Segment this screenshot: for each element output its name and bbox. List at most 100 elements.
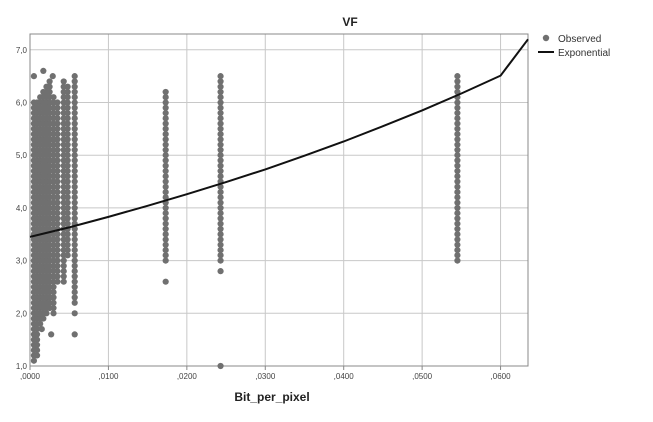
observed-points [30, 67, 461, 370]
observed-point [54, 231, 61, 238]
observed-point [30, 73, 38, 80]
x-tick-label: ,0400 [334, 372, 355, 381]
observed-point [54, 152, 61, 159]
observed-point [64, 152, 71, 159]
observed-point [54, 204, 61, 212]
observed-point [71, 125, 78, 132]
observed-point [46, 88, 53, 96]
plot-frame [29, 33, 529, 367]
observed-point [54, 178, 61, 185]
observed-point [217, 99, 224, 106]
observed-point [162, 131, 169, 138]
observed-point [71, 152, 78, 159]
observed-point [217, 152, 224, 159]
y-tick-label: 4,0 [16, 204, 28, 213]
observed-point [50, 299, 57, 306]
observed-point [50, 304, 57, 312]
observed-point [54, 120, 61, 127]
observed-point [162, 115, 169, 122]
observed-point [71, 241, 78, 248]
observed-point [71, 131, 78, 138]
chart-title: VF [342, 15, 357, 29]
observed-point [162, 125, 169, 132]
observed-point [64, 162, 71, 169]
observed-point [54, 183, 61, 190]
observed-point [64, 246, 71, 254]
observed-point [454, 83, 461, 90]
observed-point [64, 88, 71, 96]
observed-point [454, 125, 461, 132]
observed-point [162, 188, 169, 196]
observed-point [71, 146, 78, 154]
observed-point [64, 252, 71, 259]
observed-point [162, 220, 169, 227]
observed-point [71, 257, 78, 264]
observed-point [217, 199, 224, 206]
legend: Observed Exponential [538, 34, 610, 59]
observed-point [50, 289, 57, 296]
observed-point [71, 289, 78, 296]
observed-point [71, 331, 78, 338]
observed-point [71, 162, 78, 169]
observed-point [33, 347, 41, 354]
x-tick-label: ,0200 [177, 372, 198, 381]
observed-point [54, 194, 61, 201]
observed-point [64, 188, 71, 196]
observed-point [60, 262, 67, 269]
observed-point [60, 257, 67, 264]
observed-point [217, 194, 224, 201]
x-tick-label: ,0300 [255, 372, 276, 381]
observed-point [71, 215, 78, 222]
observed-point [162, 88, 169, 96]
observed-point [217, 231, 224, 238]
grid-lines [29, 34, 528, 367]
observed-point [54, 273, 61, 280]
observed-point [217, 188, 224, 196]
observed-point [64, 220, 71, 227]
observed-point [162, 173, 169, 180]
observed-point [454, 78, 461, 85]
observed-point [162, 257, 169, 264]
observed-point [54, 257, 61, 264]
observed-point [71, 120, 78, 127]
observed-point [454, 241, 461, 248]
observed-point [217, 173, 224, 180]
observed-point [71, 204, 78, 212]
observed-point [64, 231, 71, 238]
observed-point [162, 99, 169, 106]
observed-point [54, 268, 61, 275]
observed-point [64, 199, 71, 206]
observed-point [71, 141, 78, 148]
exponential-curve [29, 38, 529, 238]
observed-point [71, 83, 78, 90]
observed-point [217, 215, 224, 222]
observed-point [33, 331, 41, 338]
observed-point [64, 115, 71, 122]
x-tick-label: ,0100 [98, 372, 119, 381]
observed-point [217, 115, 224, 122]
observed-point [40, 67, 47, 74]
observed-point [217, 362, 224, 370]
observed-point [162, 136, 169, 143]
observed-point [454, 146, 461, 154]
observed-point [43, 310, 50, 317]
observed-point [54, 125, 61, 132]
observed-point [60, 273, 67, 280]
observed-point [71, 199, 78, 206]
observed-point [33, 341, 41, 349]
observed-point [64, 120, 71, 127]
observed-point [454, 162, 461, 169]
observed-point [454, 183, 461, 190]
observed-point [71, 194, 78, 201]
observed-point [54, 241, 61, 248]
observed-point [54, 199, 61, 206]
observed-point [71, 283, 78, 291]
observed-point [162, 210, 169, 217]
observed-point [64, 109, 71, 117]
observed-point [71, 262, 78, 269]
observed-point [454, 252, 461, 259]
observed-point [33, 326, 41, 333]
observed-point [217, 73, 224, 80]
observed-point [54, 252, 61, 259]
